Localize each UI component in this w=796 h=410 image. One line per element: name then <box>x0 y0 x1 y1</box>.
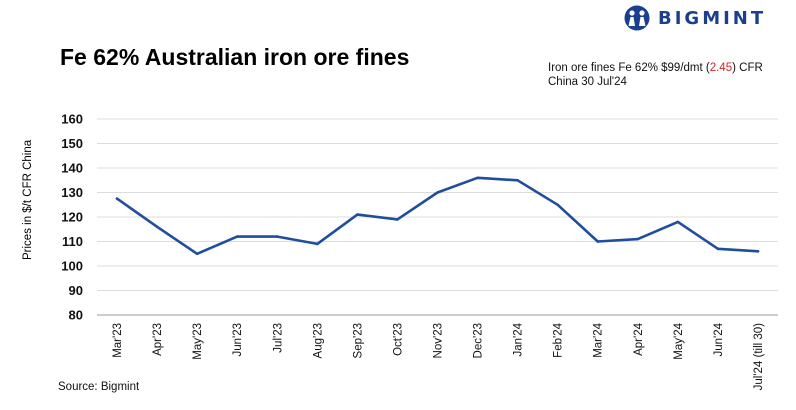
y-tick-label: 160 <box>61 112 83 127</box>
data-point <box>356 213 359 216</box>
x-tick-label: Jul'23 <box>272 323 284 353</box>
y-tick-label: 140 <box>61 161 83 176</box>
x-tick-label: May'23 <box>192 323 204 360</box>
brand-logo: BIGMINT <box>622 4 782 32</box>
data-point <box>516 178 519 182</box>
bigmint-people-icon <box>624 5 650 31</box>
data-point <box>115 197 119 200</box>
data-point <box>596 240 600 243</box>
x-tick-label: May'24 <box>673 322 685 359</box>
data-point <box>275 235 279 238</box>
y-tick-label: 100 <box>61 259 83 274</box>
chart-title: Fe 62% Australian iron ore fines <box>60 44 410 70</box>
series-line <box>115 176 760 256</box>
data-point <box>436 191 439 194</box>
data-point <box>235 235 239 238</box>
data-point <box>195 252 199 256</box>
data-point <box>155 225 159 229</box>
brand-name: BIGMINT <box>658 7 767 29</box>
data-point <box>316 242 319 246</box>
source-note: Source: Bigmint <box>58 381 140 393</box>
annotation-prefix: Iron ore fines Fe 62% $99/dmt ( <box>548 62 710 74</box>
x-tick-label: Jun'23 <box>232 323 244 357</box>
y-tick-label: 90 <box>69 283 83 298</box>
price-annotation: Iron ore fines Fe 62% $99/dmt (2.45) CFR… <box>548 61 788 89</box>
x-tick-label: Aug'23 <box>312 323 324 358</box>
x-tick-label: Jan'24 <box>513 322 525 356</box>
data-point <box>756 250 760 253</box>
y-tick-label: 130 <box>61 185 83 200</box>
data-point <box>476 176 479 180</box>
x-tick-label: Apr'24 <box>633 322 645 355</box>
x-tick-label: Sep'23 <box>352 323 364 358</box>
x-tick-label: Mar'24 <box>593 322 605 357</box>
data-point <box>636 237 640 241</box>
x-tick-label: Nov'23 <box>433 323 445 358</box>
data-point <box>676 220 680 224</box>
price-change: 2.45 <box>709 62 733 74</box>
x-tick-label: Jul'24 (till 30) <box>753 323 765 391</box>
y-tick-label: 80 <box>69 308 83 323</box>
x-tick-label: Apr'23 <box>152 323 164 356</box>
y-tick-label: 150 <box>61 136 83 151</box>
data-point <box>396 218 399 221</box>
annotation-suffix: ) CFR China 30 Jul'24 <box>548 62 763 88</box>
y-tick-label: 120 <box>61 210 83 225</box>
x-tick-label: Dec'23 <box>473 323 485 358</box>
x-tick-label: Jun'24 <box>713 322 725 356</box>
data-point <box>716 247 720 251</box>
x-tick-label: Oct'23 <box>392 323 404 356</box>
x-tick-label: Feb'24 <box>553 322 565 357</box>
x-tick-label: Mar'23 <box>112 323 124 358</box>
data-point <box>556 203 559 207</box>
y-tick-label: 110 <box>62 234 83 249</box>
